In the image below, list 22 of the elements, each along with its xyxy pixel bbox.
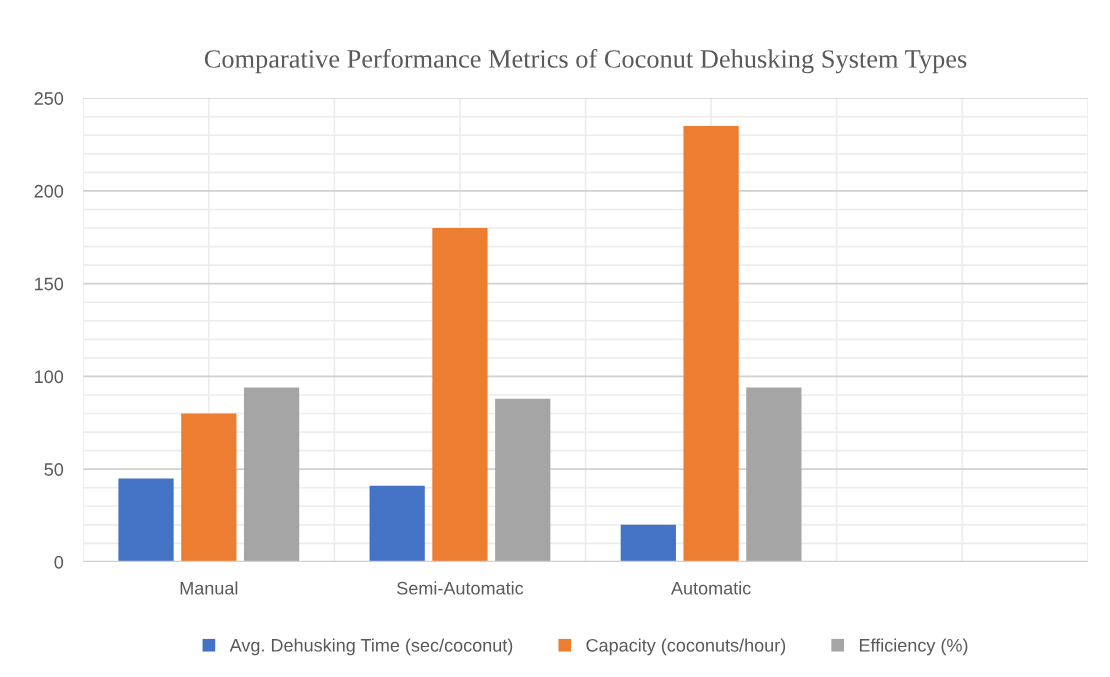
bar	[243, 387, 300, 562]
bar	[181, 413, 237, 562]
legend-label: Capacity (coconuts/hour)	[586, 638, 786, 656]
y-tick-label: 150	[35, 277, 64, 291]
bar	[432, 228, 488, 562]
bar	[683, 125, 739, 562]
x-tick-label: Semi-Automatic	[397, 581, 524, 595]
legend-label: Avg. Dehusking Time (sec/coconut)	[229, 638, 513, 656]
bar	[746, 387, 802, 562]
bar	[620, 524, 676, 562]
legend-label: Efficiency (%)	[859, 638, 968, 656]
chart-title: Comparative Performance Metrics of Coconut Dehusking System Types	[204, 49, 967, 74]
y-tick-label: 50	[44, 463, 64, 476]
x-tick-label: Automatic	[670, 581, 751, 595]
bar	[369, 485, 425, 562]
y-tick-label: 100	[35, 370, 64, 384]
bar	[495, 398, 551, 562]
y-tick-label: 0	[54, 555, 64, 569]
x-tick-label: Manual	[180, 581, 238, 595]
y-tick-label: 250	[34, 92, 64, 105]
bar	[118, 478, 174, 562]
y-tick-label: 200	[34, 184, 64, 198]
